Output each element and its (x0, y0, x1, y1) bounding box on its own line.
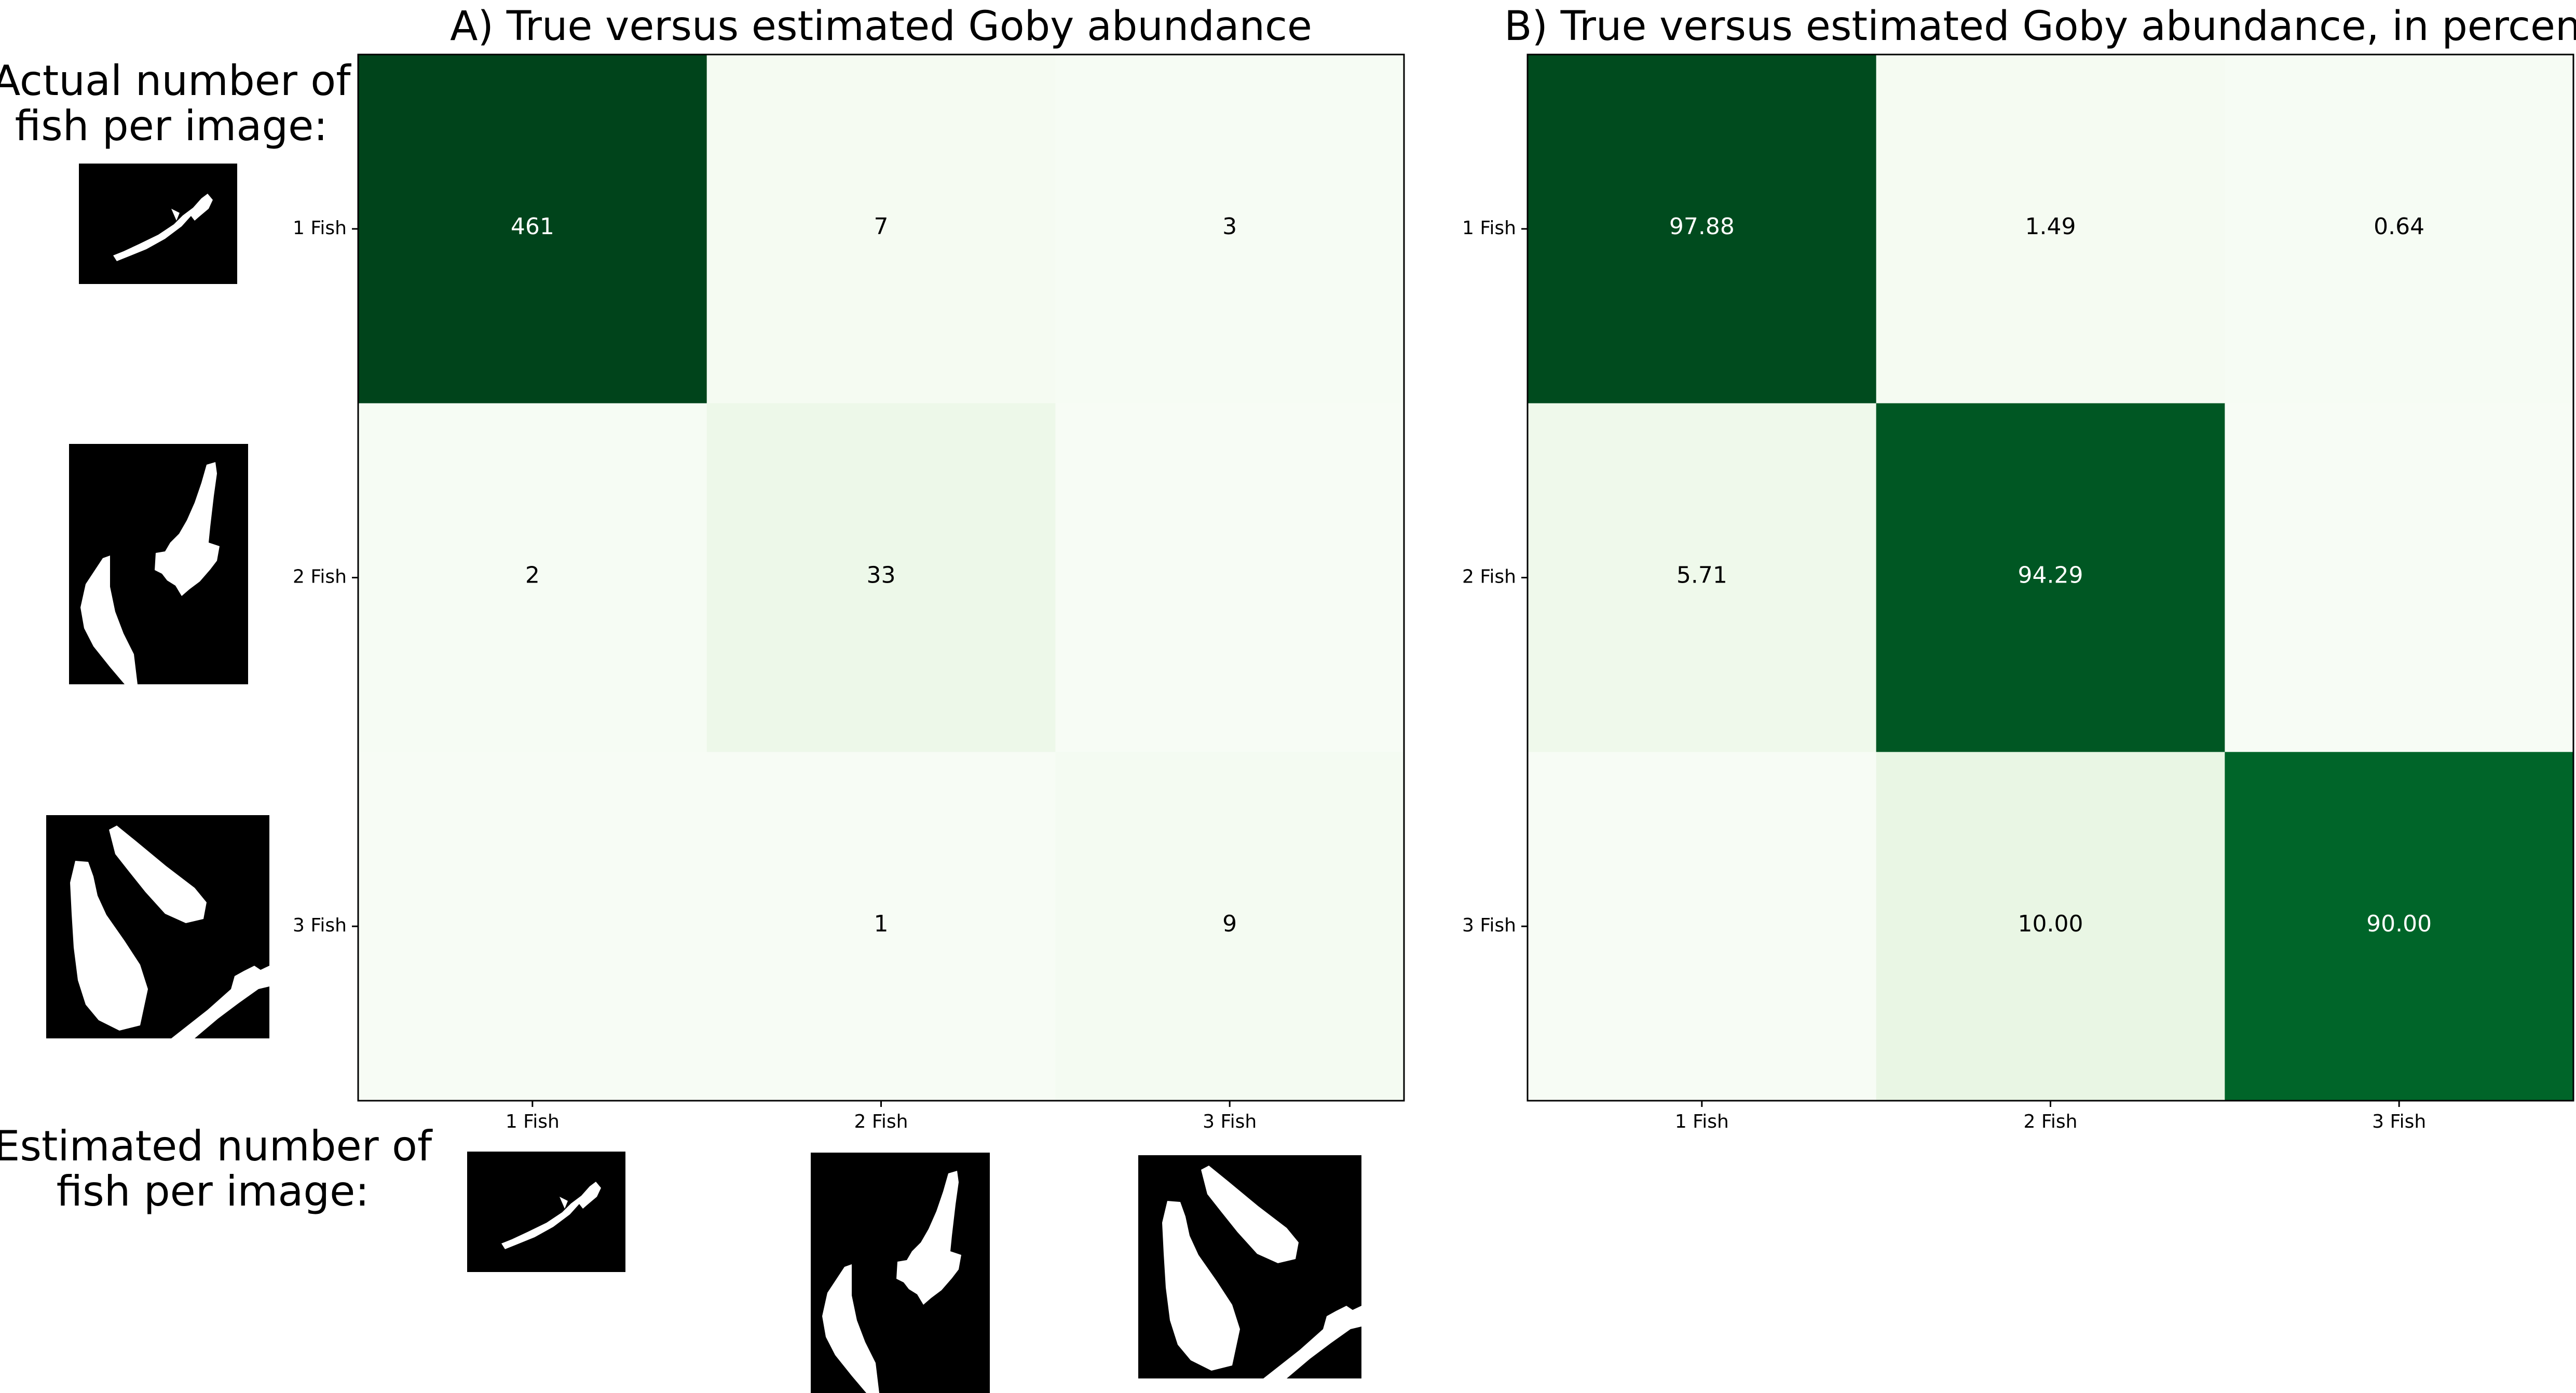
y-tick-label: 3 Fish (293, 915, 347, 936)
actual-label-line-1: Actual number of (0, 57, 351, 105)
estimated-2-fish-thumbnail (811, 1153, 990, 1393)
heatmap-cell-r2-c2 (706, 403, 1056, 752)
cell-value-label: 94.29 (2018, 562, 2083, 589)
estimated-3-fish-thumbnail (1138, 1155, 1361, 1378)
estimated-label-line-1: Estimated number of (0, 1122, 433, 1170)
cell-value-label: 3 (1222, 213, 1237, 240)
cell-value-label: 33 (867, 562, 896, 589)
y-tick-label: 3 Fish (1462, 915, 1516, 936)
cell-value-label: 0.64 (2374, 213, 2424, 240)
heatmap-cell-r1-c3 (2225, 55, 2574, 404)
heatmap-cell-r3-c1 (358, 752, 707, 1101)
cell-value-label: 10.00 (2018, 911, 2083, 937)
actual-label-line-2: fish per image: (15, 102, 328, 150)
heatmap-cell-r3-c1 (1528, 752, 1877, 1101)
estimated-label-line-2: fish per image: (57, 1167, 370, 1215)
chart-title: A) True versus estimated Goby abundance (450, 3, 1312, 50)
heatmap-cell-r1-c2 (706, 55, 1056, 404)
x-tick-label: 3 Fish (1203, 1111, 1257, 1132)
y-tick-label: 2 Fish (1462, 566, 1516, 588)
heatmap-cell-r2-c3 (1055, 403, 1405, 752)
y-tick-label: 1 Fish (1462, 218, 1516, 239)
cell-value-label: 9 (1222, 911, 1237, 937)
cell-value-label: 2 (525, 562, 540, 589)
cell-value-label: 97.88 (1669, 213, 1735, 240)
heatmap-a: A) True versus estimated Goby abundance 4… (293, 3, 1405, 1132)
heatmap-cell-r1-c1 (358, 55, 707, 404)
heatmap-cell-r2-c3 (2225, 403, 2574, 752)
chart-title: B) True versus estimated Goby abundance,… (1504, 3, 2576, 50)
y-tick-label: 2 Fish (293, 566, 347, 588)
heatmap-cell-r1-c2 (1876, 55, 2225, 404)
actual-2-fish-thumbnail (69, 444, 248, 684)
actual-3-fish-thumbnail (46, 815, 269, 1038)
estimated-label: Estimated number of fish per image: (0, 1122, 433, 1215)
heatmap-cell-r3-c3 (2225, 752, 2574, 1101)
actual-1-fish-thumbnail (79, 164, 237, 284)
cell-value-label: 5.71 (1677, 562, 1727, 589)
heatmap-cell-r1-c3 (1055, 55, 1405, 404)
heatmap-cell-r3-c3 (1055, 752, 1405, 1101)
estimated-1-fish-thumbnail (467, 1152, 625, 1272)
x-tick-label: 3 Fish (2372, 1111, 2426, 1132)
x-tick-label: 1 Fish (506, 1111, 560, 1132)
cell-value-label: 461 (511, 213, 554, 240)
heatmap-cell-r2-c2 (1876, 403, 2225, 752)
cell-value-label: 90.00 (2366, 911, 2432, 937)
cell-value-label: 1 (874, 911, 889, 937)
x-tick-label: 2 Fish (854, 1111, 908, 1132)
heatmap-cell-r2-c1 (358, 403, 707, 752)
heatmap-cell-r3-c2 (1876, 752, 2225, 1101)
heatmap-cell-r3-c2 (706, 752, 1056, 1101)
heatmap-b: B) True versus estimated Goby abundance,… (1462, 3, 2576, 1132)
cell-value-label: 1.49 (2025, 213, 2076, 240)
y-tick-label: 1 Fish (293, 218, 347, 239)
x-tick-label: 1 Fish (1675, 1111, 1729, 1132)
x-tick-label: 2 Fish (2023, 1111, 2077, 1132)
heatmap-cell-r2-c1 (1528, 403, 1877, 752)
cell-value-label: 7 (874, 213, 889, 240)
actual-label: Actual number of fish per image: (0, 57, 351, 150)
heatmap-cell-r1-c1 (1528, 55, 1877, 404)
